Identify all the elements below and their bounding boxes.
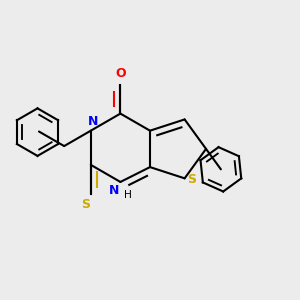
Text: N: N (88, 115, 98, 128)
Text: S: S (188, 173, 196, 186)
Text: N: N (109, 184, 119, 197)
Text: S: S (81, 198, 90, 212)
Text: H: H (124, 190, 132, 200)
Text: O: O (115, 67, 126, 80)
